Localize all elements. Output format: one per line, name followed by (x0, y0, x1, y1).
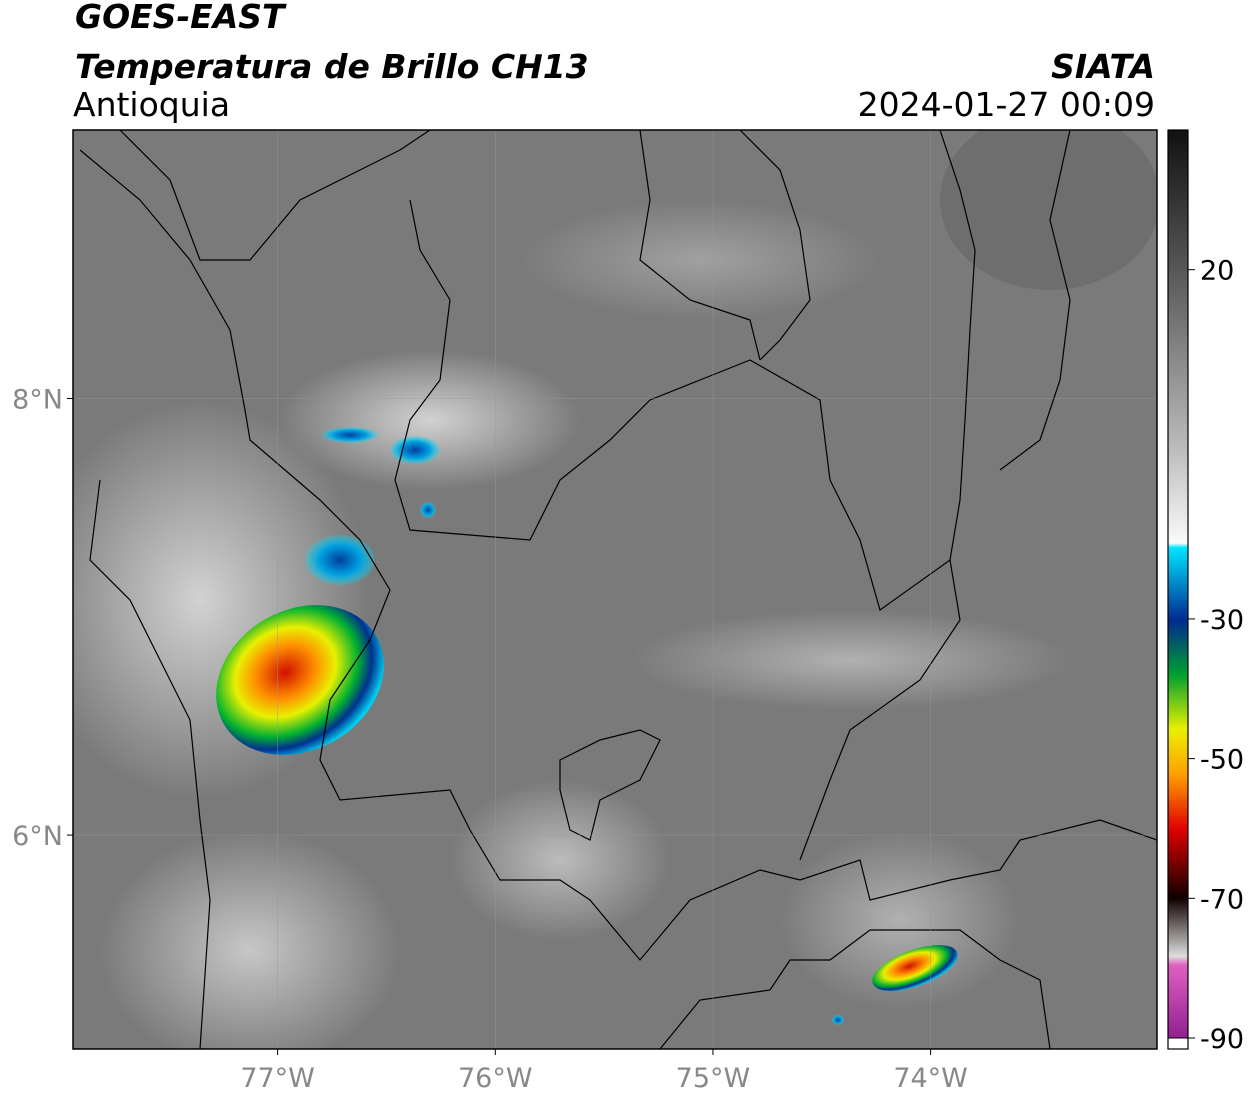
colorbar-extension (1167, 1037, 1189, 1050)
grid (73, 130, 1157, 1049)
colorbar-tick-label: -30 (1200, 605, 1244, 636)
colorbar-tick-label: -90 (1200, 1024, 1244, 1055)
map-frame (72, 129, 1158, 1050)
title: GOES-EAST (75, 0, 287, 36)
x-tick-label: 77°W (240, 1063, 315, 1094)
y-tick-label: 8°N (12, 384, 63, 415)
colorbar-frame (1167, 129, 1189, 1050)
colorbar-tick-label: -50 (1200, 745, 1244, 776)
x-tick-label: 76°W (458, 1063, 533, 1094)
satellite-image (73, 130, 1157, 1049)
datetime: 2024-01-27 00:09 (858, 85, 1155, 124)
source: SIATA (1051, 47, 1155, 86)
colorbar-tick-label: -70 (1200, 884, 1244, 915)
colorbar-tick-label: 20 (1200, 256, 1234, 287)
x-tick-label: 74°W (893, 1063, 968, 1094)
region: Antioquia (73, 85, 230, 124)
x-tick-label: 75°W (676, 1063, 751, 1094)
colorbar (1168, 130, 1188, 1038)
y-tick-label: 6°N (12, 821, 63, 852)
subtitle: Temperatura de Brillo CH13 (75, 47, 589, 86)
